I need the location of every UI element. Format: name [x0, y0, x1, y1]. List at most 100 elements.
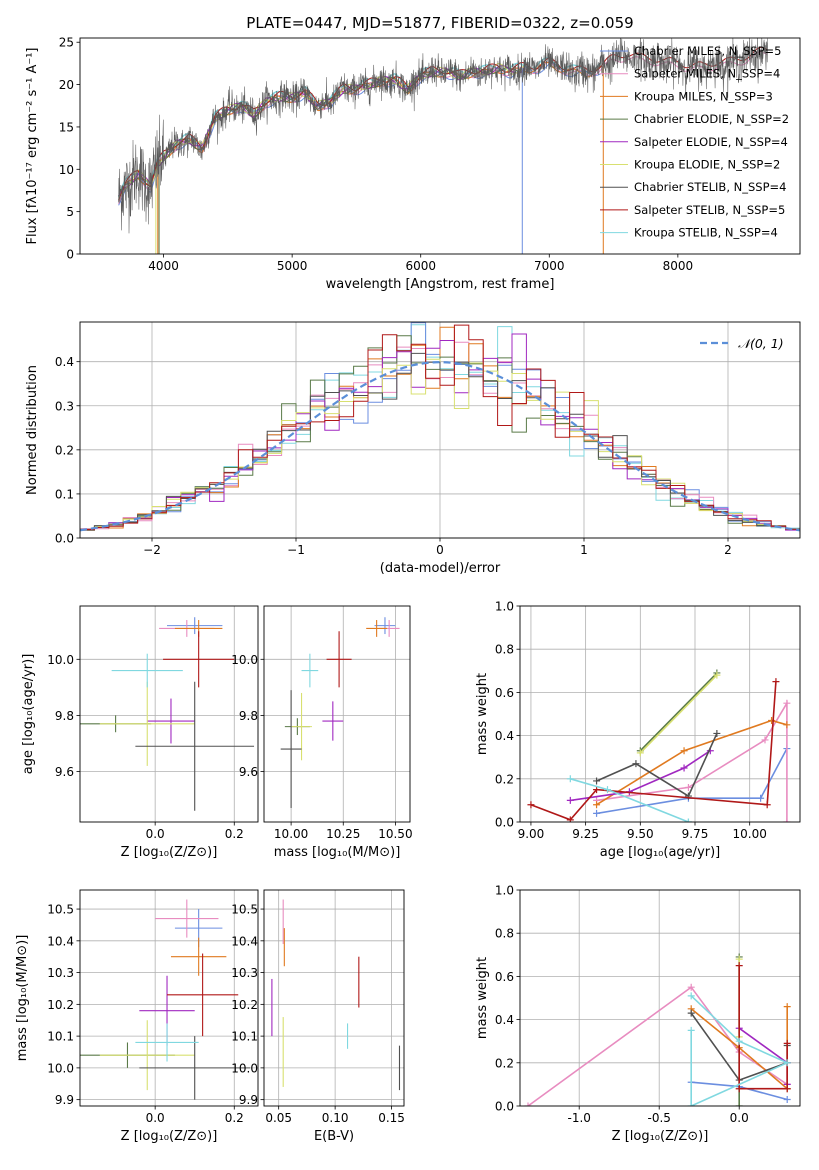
weight-line-6: [596, 733, 718, 798]
weight-marker: [684, 783, 692, 791]
plot-area: [117, 38, 768, 254]
x-axis-label: wavelength [Angstrom, rest frame]: [326, 277, 555, 292]
legend-label: 𝒩(0, 1): [738, 336, 784, 351]
axes-frame: [263, 605, 411, 823]
panel-2: 0.0 0.2 9.6 9.8 10.0 Z [log₁₀(Z/Z⊙)] age [log₁…: [21, 605, 259, 860]
y-axis-label: mass [log₁₀(M/M⊙)]: [15, 935, 30, 1062]
errorbar-point-5: [99, 1020, 195, 1091]
weight-marker: [735, 1102, 743, 1106]
legend-label-5: Kroupa ELODIE, N_SSP=2: [634, 158, 780, 172]
y-tick-label: 0.8: [495, 927, 514, 941]
weight-marker: [687, 992, 695, 1000]
weight-line-4: [570, 750, 711, 802]
y-tick-label: 10.3: [47, 966, 74, 980]
errorbar-point-6: [280, 690, 302, 808]
axes-frame: [79, 605, 259, 823]
legend-label-0: Chabrier MILES, N_SSP=5: [634, 44, 781, 58]
weight-line-7: [738, 965, 788, 1090]
weight-marker: [783, 1085, 791, 1093]
errorbar-point-6: [139, 1036, 251, 1100]
axes-frame: [263, 889, 405, 1107]
x-axis-label: E(B-V): [314, 1129, 354, 1144]
weight-marker: [593, 786, 601, 794]
weight-marker: [687, 1026, 695, 1034]
panel-5: 0.0 0.2 9.9 10.0 10.1 10.2 10.3 10.4 10.5 Z [log₁…: [15, 889, 259, 1144]
residual-hist-1: [80, 341, 800, 533]
weight-line-5: [639, 674, 718, 754]
ticks: 10.00 10.25 10.50 9.6 9.8 10.0: [231, 653, 412, 841]
observed-spectrum: [118, 38, 768, 234]
y-tick-label: 9.6: [239, 765, 258, 779]
y-tick-label: 10.3: [231, 966, 258, 980]
x-tick-label: 10.00: [274, 827, 308, 841]
weight-marker: [783, 721, 791, 729]
axes-frame: [519, 605, 801, 823]
weight-marker: [687, 1102, 695, 1106]
weight-marker: [757, 794, 765, 802]
weight-marker: [783, 699, 791, 707]
plot-area: [80, 899, 251, 1100]
y-tick-label: 10.4: [47, 934, 74, 948]
legend-label-6: Chabrier STELIB, N_SSP=4: [634, 180, 786, 194]
x-tick-label: 10.25: [326, 827, 360, 841]
x-tick-label: 9.50: [627, 827, 654, 841]
weight-marker: [680, 764, 688, 772]
weight-marker: [772, 678, 780, 686]
y-axis-label: mass weight: [475, 673, 490, 755]
weight-marker: [783, 1059, 791, 1067]
y-tick-label: 10: [59, 163, 74, 177]
y-axis-label: age [log₁₀(age/yr)]: [21, 654, 36, 775]
ticks: 0.05 0.10 0.15 9.9 10.0 10.1 10.2 10.3 10.4 10.5: [231, 903, 405, 1125]
legend-label-8: Kroupa STELIB, N_SSP=4: [634, 226, 778, 240]
weight-marker: [783, 1096, 791, 1104]
y-tick-label: 10.1: [231, 1030, 258, 1044]
model-spectrum-3: [118, 67, 524, 197]
y-tick-label: 10.0: [231, 653, 258, 667]
ticks: 0.0 0.2 9.6 9.8 10.0: [47, 653, 244, 841]
y-tick-label: 9.8: [55, 709, 74, 723]
x-tick-label: 10.00: [733, 827, 767, 841]
weight-marker: [687, 983, 695, 991]
legend: Chabrier MILES, N_SSP=5 Salpeter MILES, N…: [600, 44, 789, 240]
y-tick-label: 20: [59, 78, 74, 92]
y-tick-label: 0.3: [55, 399, 74, 413]
weight-marker: [636, 749, 644, 757]
y-tick-label: 0.4: [495, 729, 514, 743]
y-tick-label: 10.1: [47, 1030, 74, 1044]
axes-frame: [79, 889, 259, 1107]
grid: [80, 606, 258, 822]
panel-0: 4000 5000 6000 7000 8000 0 5 10 15 20 25 wavelength…: [25, 14, 801, 292]
errorbar-point-5: [291, 692, 312, 761]
y-tick-label: 5: [66, 205, 74, 219]
y-tick-label: 9.9: [239, 1093, 258, 1107]
errorbar-point-7: [167, 953, 239, 1037]
y-tick-label: 10.2: [231, 998, 258, 1012]
ticks: 9.00 9.25 9.50 9.75 10.00 0.0 0.2 0.4 0.6 0.8 1.0: [495, 600, 767, 842]
x-tick-label: 0: [436, 543, 444, 557]
panel-4: 9.00 9.25 9.50 9.75 10.00 0.0 0.2 0.4 0.6 0.8 1.0 a…: [475, 600, 801, 860]
y-tick-label: 10.5: [231, 903, 258, 917]
y-tick-label: 9.9: [55, 1093, 74, 1107]
panel-6: 0.05 0.10 0.15 9.9 10.0 10.1 10.2 10.3 10.4 10.5 E…: [231, 889, 405, 1144]
y-tick-label: 9.8: [239, 709, 258, 723]
legend-label-7: Salpeter STELIB, N_SSP=5: [634, 203, 785, 217]
weight-marker: [713, 729, 721, 737]
panel-3: 10.00 10.25 10.50 9.6 9.8 10.0 mass [log₁₀(M/M…: [231, 605, 413, 860]
weight-marker: [593, 777, 601, 785]
weight-marker: [761, 736, 769, 744]
chart-title: PLATE=0447, MJD=51877, FIBERID=0322, z=0…: [246, 14, 633, 32]
weight-marker: [735, 1085, 743, 1093]
x-tick-label: 5000: [277, 259, 308, 273]
model-spectrum-4: [118, 65, 524, 196]
legend-label-1: Salpeter MILES, N_SSP=4: [634, 67, 780, 81]
plot-area: [280, 617, 400, 808]
y-tick-label: 0.0: [495, 1100, 514, 1114]
weight-line-0: [596, 748, 788, 815]
x-tick-label: 0.0: [730, 1111, 749, 1125]
x-tick-label: 9.75: [682, 827, 709, 841]
x-tick-label: 0.2: [225, 1111, 244, 1125]
grid: [264, 890, 404, 1106]
x-axis-label: mass [log₁₀(M/M⊙)]: [274, 845, 401, 860]
weight-marker: [684, 818, 692, 822]
